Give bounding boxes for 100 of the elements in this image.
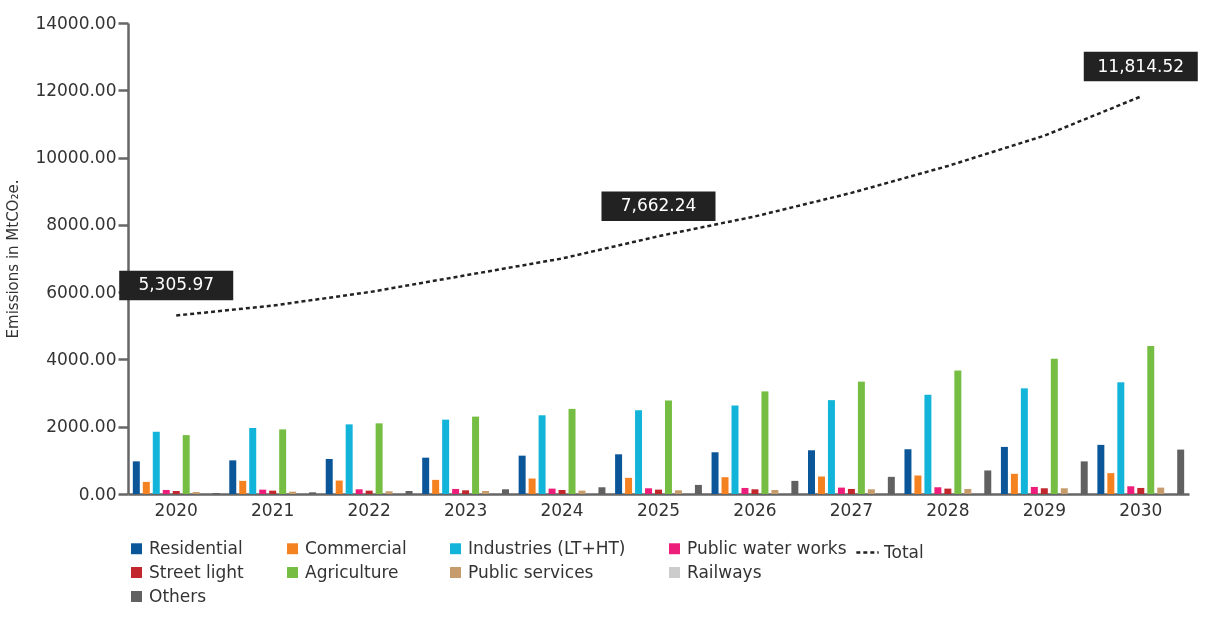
bar (1107, 473, 1115, 494)
data-label: 11,814.52 (1097, 55, 1185, 76)
data-label: 5,305.97 (138, 274, 215, 295)
bar (655, 489, 662, 494)
bar (472, 416, 480, 494)
x-tick-label: 2025 (636, 499, 681, 520)
bar (817, 476, 825, 494)
x-tick-label: 2020 (154, 499, 198, 520)
legend-label: Agriculture (305, 561, 399, 582)
x-tick-label: 2021 (251, 499, 295, 520)
bar (1157, 487, 1165, 494)
bar (615, 454, 623, 494)
y-tick-label: 12000.00 (35, 79, 117, 100)
y-tick-label: 10000.00 (35, 147, 117, 168)
bar (741, 487, 749, 494)
x-tick-label: 2023 (443, 499, 488, 520)
bar (934, 487, 942, 494)
bar (152, 431, 160, 494)
bar (1030, 486, 1038, 494)
bar (538, 415, 546, 494)
bar (259, 489, 267, 494)
bar (548, 488, 556, 494)
bar (365, 490, 373, 494)
bar (867, 489, 875, 494)
y-tick-label: 0.00 (78, 483, 117, 504)
legend-label: Industries (LT+HT) (468, 537, 626, 558)
bar (914, 475, 922, 494)
y-axis-title: Emissions in MtCO₂e. (4, 179, 23, 339)
legend-label: Others (149, 585, 207, 606)
bar (132, 461, 140, 494)
bar (1050, 358, 1058, 494)
legend-label: Residential (149, 537, 243, 558)
bar (335, 480, 343, 494)
legend-label: Total (883, 541, 924, 562)
bar (944, 488, 952, 494)
bar (162, 489, 170, 494)
bar (664, 400, 672, 494)
bar (711, 452, 719, 494)
y-tick-label: 2000.00 (46, 416, 117, 437)
bar (422, 457, 430, 494)
bar (172, 490, 180, 494)
bar (325, 459, 333, 494)
bar (625, 477, 633, 494)
bar (1040, 488, 1048, 494)
bar (808, 450, 815, 494)
bar (837, 487, 845, 494)
legend-label: Street light (149, 561, 245, 582)
bar (249, 428, 257, 494)
bar (1060, 488, 1068, 494)
legend-label: Railways (687, 561, 762, 582)
bar (964, 488, 972, 494)
bar (857, 381, 865, 494)
bar (1020, 388, 1028, 494)
bar (954, 370, 962, 494)
bar (452, 488, 460, 494)
bar (269, 490, 277, 494)
x-tick-label: 2022 (347, 499, 391, 520)
bar (924, 394, 932, 494)
bar (442, 419, 450, 494)
bar (1010, 473, 1018, 494)
bar (568, 408, 576, 494)
x-tick-label: 2029 (1022, 499, 1066, 520)
bar (528, 478, 536, 494)
bar (432, 479, 440, 494)
bar (1000, 446, 1008, 494)
bar (518, 455, 526, 494)
bar (355, 489, 363, 494)
bar (1097, 444, 1105, 494)
bar (761, 391, 769, 494)
bar (1137, 487, 1145, 494)
bar (345, 424, 353, 494)
legend-label: Commercial (305, 537, 407, 558)
bar (239, 480, 247, 494)
x-tick-label: 2024 (540, 499, 584, 520)
bar (721, 477, 729, 494)
bar (385, 491, 393, 494)
bar (827, 400, 835, 494)
bar (1147, 345, 1155, 494)
x-tick-label: 2027 (829, 499, 874, 520)
y-tick-label: 6000.00 (46, 281, 117, 302)
bar (229, 460, 237, 494)
bar (1117, 382, 1125, 494)
x-tick-label: 2030 (1119, 499, 1163, 520)
bar (558, 489, 566, 494)
bar (904, 449, 912, 494)
bar (182, 435, 190, 494)
data-label: 7,662.24 (620, 195, 697, 216)
bar (674, 490, 682, 494)
y-tick-label: 4000.00 (46, 348, 117, 369)
bar (635, 410, 643, 494)
bar (1127, 486, 1135, 494)
legend-label: Public services (468, 561, 594, 582)
bar (192, 491, 200, 494)
bar (482, 490, 490, 494)
legend-label: Public water works (687, 537, 847, 558)
bar (375, 423, 383, 494)
bar (847, 488, 855, 494)
bar (771, 489, 779, 494)
bar (279, 429, 287, 494)
x-tick-label: 2026 (733, 499, 777, 520)
